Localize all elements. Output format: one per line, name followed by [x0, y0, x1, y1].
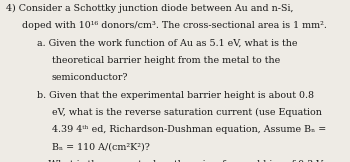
Text: Bₙ = 110 A/(cm²K²)?: Bₙ = 110 A/(cm²K²)? — [52, 143, 150, 152]
Text: doped with 10¹⁶ donors/cm³. The cross-sectional area is 1 mm².: doped with 10¹⁶ donors/cm³. The cross-se… — [22, 21, 327, 30]
Text: c. What is the current when there is a forward bias of 0.3 V: c. What is the current when there is a f… — [37, 160, 323, 162]
Text: eV, what is the reverse saturation current (use Equation: eV, what is the reverse saturation curre… — [52, 108, 322, 117]
Text: 4) Consider a Schottky junction diode between Au and n-Si,: 4) Consider a Schottky junction diode be… — [6, 4, 294, 13]
Text: 4.39 4ᵗʰ ed, Richardson-Dushman equation, Assume Bₙ =: 4.39 4ᵗʰ ed, Richardson-Dushman equation… — [52, 125, 326, 134]
Text: semiconductor?: semiconductor? — [52, 73, 128, 82]
Text: theoretical barrier height from the metal to the: theoretical barrier height from the meta… — [52, 56, 280, 65]
Text: b. Given that the experimental barrier height is about 0.8: b. Given that the experimental barrier h… — [37, 91, 314, 100]
Text: a. Given the work function of Au as 5.1 eV, what is the: a. Given the work function of Au as 5.1 … — [37, 39, 297, 48]
